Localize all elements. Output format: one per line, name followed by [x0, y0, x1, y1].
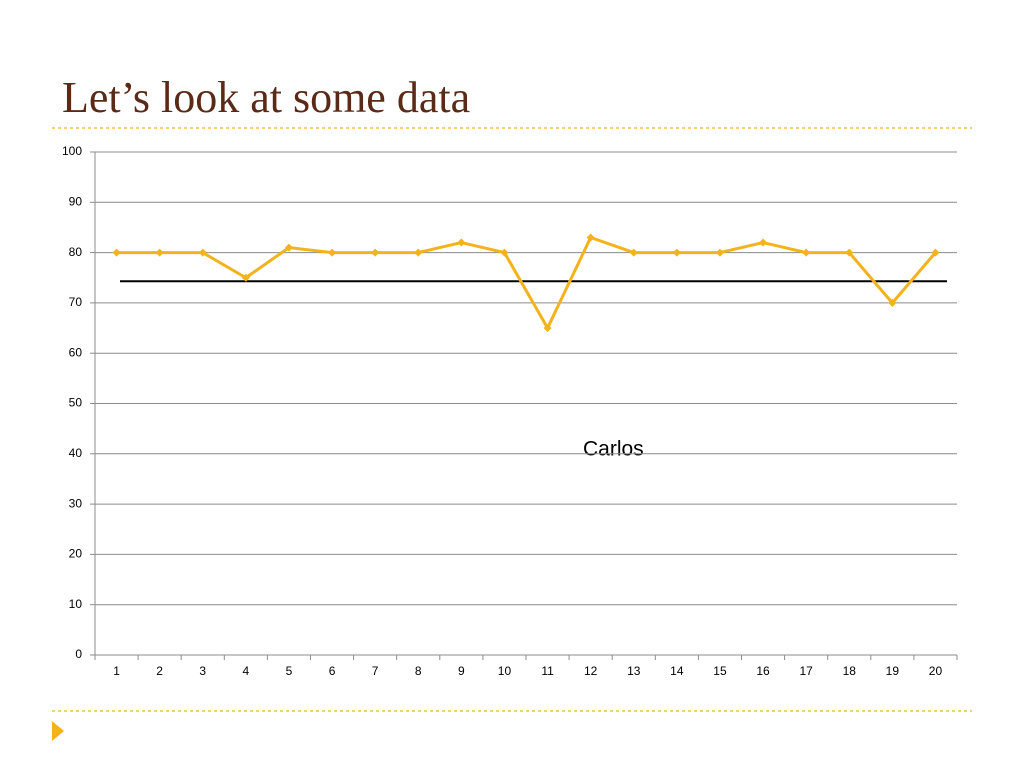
y-tick-label: 70: [69, 295, 83, 309]
x-tick-label: 15: [713, 664, 727, 678]
x-tick-label: 17: [799, 664, 813, 678]
data-point: [888, 298, 897, 307]
data-point: [802, 248, 811, 257]
y-tick-label: 90: [69, 194, 83, 208]
annotation: Carlos: [583, 438, 644, 461]
x-tick-label: 1: [113, 664, 120, 678]
x-tick-label: 7: [372, 664, 379, 678]
data-point: [715, 248, 724, 257]
x-tick-label: 14: [670, 664, 684, 678]
x-tick-label: 16: [756, 664, 770, 678]
x-tick-label: 9: [458, 664, 465, 678]
x-tick-label: 12: [584, 664, 598, 678]
data-point: [241, 273, 250, 282]
x-tick-label: 6: [329, 664, 336, 678]
x-tick-label: 10: [498, 664, 512, 678]
data-point: [284, 243, 293, 252]
data-point: [845, 248, 854, 257]
data-point: [414, 248, 423, 257]
data-point: [586, 233, 595, 242]
y-tick-label: 40: [69, 446, 83, 460]
x-tick-label: 4: [243, 664, 250, 678]
data-point: [672, 248, 681, 257]
x-tick-label: 19: [886, 664, 900, 678]
x-tick-label: 20: [929, 664, 943, 678]
data-point: [759, 238, 768, 247]
x-tick-label: 2: [156, 664, 163, 678]
y-tick-label: 60: [69, 345, 83, 359]
y-tick-label: 100: [62, 144, 82, 158]
data-point: [112, 248, 121, 257]
data-point: [629, 248, 638, 257]
data-point: [931, 248, 940, 257]
data-point: [371, 248, 380, 257]
x-tick-label: 11: [541, 664, 554, 678]
x-tick-label: 13: [627, 664, 641, 678]
data-point: [500, 248, 509, 257]
y-tick-label: 10: [69, 597, 83, 611]
bullet: [52, 721, 64, 741]
data-point: [155, 248, 164, 257]
data-line: [116, 236, 937, 330]
x-tick-label: 8: [415, 664, 422, 678]
y-tick-label: 30: [69, 496, 83, 510]
x-tick-label: 3: [199, 664, 206, 678]
y-tick-label: 20: [69, 547, 83, 561]
y-tick-label: 50: [69, 396, 83, 410]
x-tick-label: 5: [286, 664, 293, 678]
data-point: [198, 248, 207, 257]
y-tick-label: 80: [69, 245, 83, 259]
data-point: [328, 248, 337, 257]
y-tick-label: 0: [75, 647, 82, 661]
data-point: [457, 238, 466, 247]
x-tick-label: 18: [843, 664, 857, 678]
data-point: [543, 324, 552, 333]
slide-title: Let’s look at some data: [62, 73, 470, 122]
